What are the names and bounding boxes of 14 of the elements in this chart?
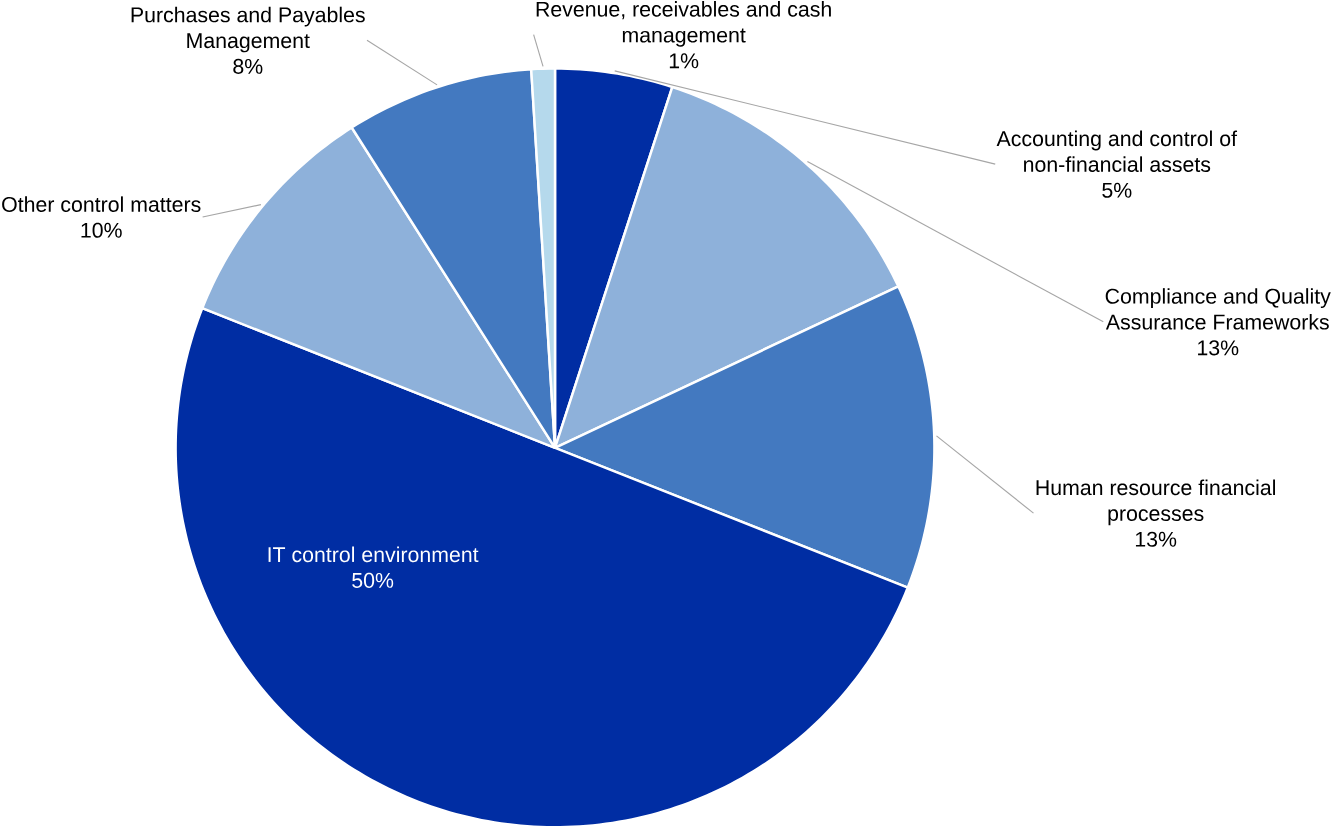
data-label: 8% — [233, 59, 263, 75]
data-label: 1% — [669, 53, 699, 69]
data-label: 5% — [1102, 183, 1132, 199]
slice-label: Purchases and Payables Management — [131, 6, 365, 53]
data-label: 50% — [352, 573, 394, 589]
slice-label: IT control environment — [268, 546, 479, 563]
data-label: 10% — [81, 222, 122, 239]
slice-label: Accounting and control of non-financial assets — [996, 130, 1238, 173]
slice-label: Human resource financial processes — [1036, 479, 1275, 526]
slice-label: Compliance and Quality Assurance Frameworks — [1105, 288, 1331, 330]
data-label: 13% — [1198, 340, 1239, 356]
slice-label: Revenue, receivables and cash management — [536, 1, 831, 48]
slice-label: Other control matters — [2, 196, 201, 213]
data-label: 13% — [1135, 531, 1177, 548]
